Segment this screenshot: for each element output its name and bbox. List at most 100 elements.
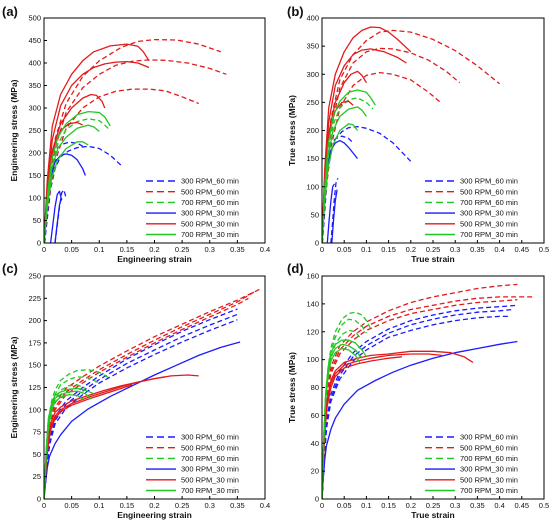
series-curve (44, 43, 150, 243)
series-curve (54, 197, 63, 243)
y-tick-label: 350 (28, 81, 41, 90)
x-tick-label: 0.05 (64, 501, 79, 510)
series-curve (44, 369, 111, 499)
x-tick-label: 0.2 (149, 245, 159, 254)
series-curve (44, 118, 111, 243)
y-tick-label: 60 (311, 411, 319, 420)
x-tick-label: 0.35 (230, 245, 245, 254)
panel-label: (d) (287, 261, 304, 276)
legend-label: 300 RPM_30 min (181, 465, 239, 474)
panel-label: (b) (287, 4, 304, 19)
x-tick-label: 0.3 (205, 245, 215, 254)
y-tick-label: 300 (28, 104, 41, 113)
y-tick-label: 400 (28, 59, 41, 68)
series-curve (322, 26, 412, 243)
legend-label: 500 RPM_30 min (181, 475, 239, 484)
legend-label: 300 RPM_30 min (460, 209, 518, 218)
x-tick-label: 0.35 (470, 501, 485, 510)
series-curve (322, 347, 361, 499)
y-tick-label: 150 (306, 154, 319, 163)
x-tick-label: 0.25 (175, 501, 190, 510)
series-curve (44, 59, 227, 243)
x-tick-label: 0.15 (120, 501, 135, 510)
series-curve (44, 341, 241, 499)
x-tick-label: 0.1 (361, 501, 371, 510)
y-tick-label: 350 (306, 42, 319, 51)
series-curve (44, 88, 199, 243)
x-tick-label: 0.1 (94, 501, 104, 510)
x-tick-label: 0.4 (494, 501, 504, 510)
legend-label: 700 RPM_30 min (181, 486, 239, 495)
panel-label: (a) (2, 4, 18, 19)
legend-label: 300 RPM_60 min (181, 433, 239, 442)
y-axis-title: True stress (MPa) (287, 352, 297, 423)
series-curve (322, 123, 359, 243)
legend-label: 700 RPM_30 min (460, 230, 518, 239)
series-curve (322, 89, 376, 243)
plot-lines (322, 283, 536, 499)
x-tick-label: 0.45 (514, 245, 529, 254)
y-tick-label: 250 (306, 98, 319, 107)
x-axis-title: Engineering strain (117, 510, 192, 520)
x-tick-label: 0 (320, 245, 324, 254)
legend-label: 700 RPM_60 min (181, 454, 239, 463)
x-tick-label: 0.3 (450, 501, 460, 510)
x-tick-label: 0 (320, 501, 324, 510)
series-curve (44, 60, 150, 243)
x-tick-label: 0.2 (406, 501, 416, 510)
x-tick-label: 0.3 (205, 501, 215, 510)
y-tick-label: 100 (28, 405, 41, 414)
y-tick-label: 300 (306, 70, 319, 79)
chart-panel-3: (d) 0 0.05 0.1 0.15 0.2 0.25 0.3 0.35 0.4 0.45 0.5 0… (287, 261, 549, 520)
y-tick-label: 160 (306, 272, 319, 281)
y-tick-label: 40 (311, 439, 319, 448)
legend-label: 700 RPM_60 min (181, 198, 239, 207)
chart-panel-2: (c) 0 0.05 0.1 0.15 0.2 0.25 0.3 0.35 0.4 0 25 50 75 1… (2, 261, 270, 520)
x-tick-label: 0.3 (450, 245, 460, 254)
series-curve (49, 190, 63, 243)
y-tick-label: 25 (33, 472, 41, 481)
x-tick-label: 0.35 (470, 245, 485, 254)
legend-label: 700 RPM_30 min (460, 486, 518, 495)
series-curve (322, 71, 443, 243)
series-curve (44, 124, 100, 243)
y-tick-label: 200 (28, 316, 41, 325)
x-tick-label: 0.4 (260, 501, 270, 510)
y-tick-label: 250 (28, 126, 41, 135)
x-tick-label: 0.4 (260, 245, 270, 254)
y-tick-label: 200 (28, 149, 41, 158)
series-curve (322, 315, 509, 499)
series-curve (322, 308, 513, 499)
x-axis-title: Engineering strain (117, 254, 192, 264)
legend-label: 300 RPM_60 min (460, 177, 518, 186)
y-tick-label: 450 (28, 36, 41, 45)
x-tick-label: 0.15 (381, 245, 396, 254)
x-tick-label: 0.45 (514, 501, 529, 510)
series-curve (322, 106, 367, 243)
legend-label: 500 RPM_60 min (460, 443, 518, 452)
y-tick-label: 0 (315, 495, 319, 504)
series-curve (44, 384, 133, 499)
series-curve (322, 48, 407, 243)
x-axis-title: True strain (411, 254, 454, 264)
y-tick-label: 80 (311, 383, 319, 392)
y-tick-label: 100 (306, 182, 319, 191)
y-tick-label: 125 (28, 383, 41, 392)
series-curve (44, 297, 249, 499)
x-tick-label: 0.05 (64, 245, 79, 254)
plot-lines (44, 288, 260, 499)
series-curve (44, 393, 84, 499)
y-tick-label: 75 (33, 428, 41, 437)
y-tick-label: 140 (306, 299, 319, 308)
x-tick-label: 0.5 (539, 245, 549, 254)
y-tick-label: 50 (311, 210, 319, 219)
series-curve (322, 29, 501, 243)
x-tick-label: 0.2 (406, 245, 416, 254)
series-curve (44, 141, 89, 243)
y-tick-label: 0 (315, 239, 319, 248)
y-tick-label: 100 (306, 355, 319, 364)
x-tick-label: 0.35 (230, 501, 245, 510)
